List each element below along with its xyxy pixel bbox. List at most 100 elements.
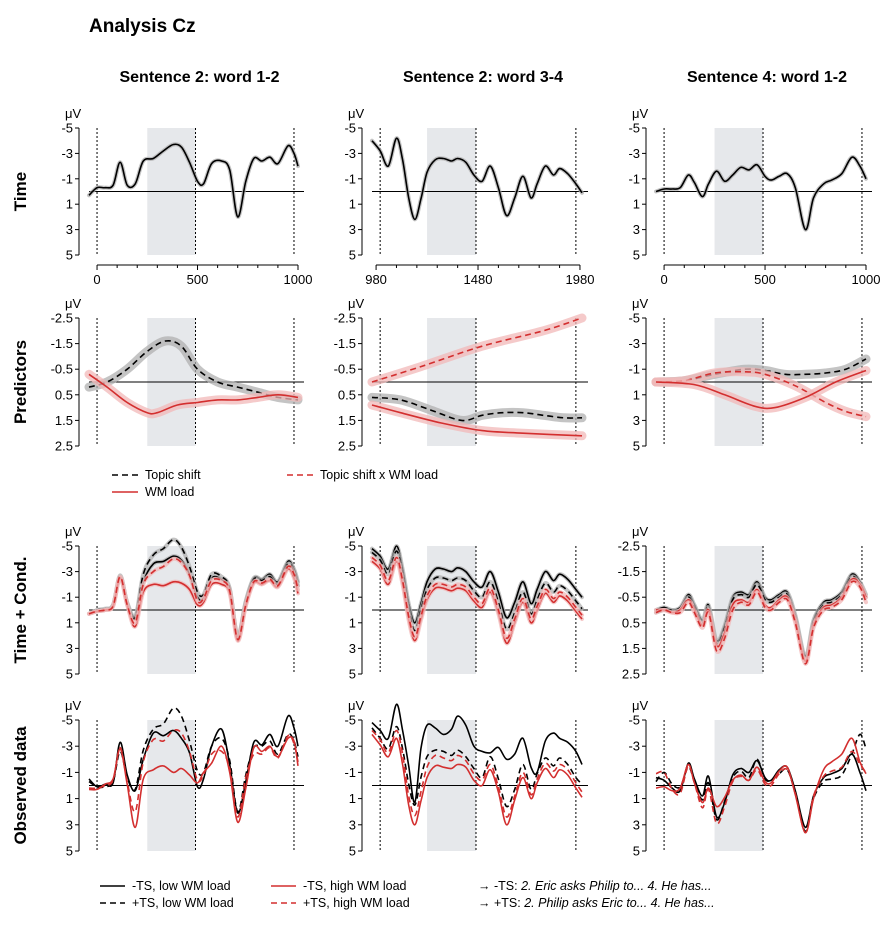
y-tick-label: -1: [61, 590, 73, 605]
y-tick-label: -1: [61, 171, 73, 186]
y-tick-label: 5: [349, 667, 356, 682]
y-tick-label: 1: [66, 197, 73, 212]
y-tick-label: -1.5: [618, 564, 640, 579]
y-tick-label: 1: [633, 197, 640, 212]
panel: -5 -3 -1 1 3 5 μV: [344, 524, 588, 682]
y-tick-label: -1.5: [334, 336, 356, 351]
x-tick-label: 980: [365, 272, 387, 287]
y-tick-label: -0.5: [618, 590, 640, 605]
series-line: [371, 404, 583, 437]
y-tick-label: 5: [349, 248, 356, 263]
y-tick-label: -5: [628, 121, 640, 136]
panel: -5 -3 -1 1 3 5 μV: [344, 698, 588, 859]
y-tick-label: 3: [349, 641, 356, 656]
series-line: [655, 737, 867, 834]
series-line: [371, 725, 583, 808]
panel: -5 -3 -1 1 3 5 μV 980 1480 1980: [344, 106, 594, 287]
legend-label: -TS, low WM load: [132, 879, 231, 893]
y-tick-label: -3: [61, 739, 73, 754]
y-tick-label: -1.5: [51, 336, 73, 351]
x-tick-label: 1000: [852, 272, 881, 287]
row-label: Observed data: [11, 726, 30, 845]
x-tick-label: 500: [187, 272, 209, 287]
y-tick-label: 1: [633, 791, 640, 806]
y-tick-label: -3: [61, 146, 73, 161]
y-tick-label: -2.5: [618, 539, 640, 554]
x-tick-label: 0: [93, 272, 100, 287]
series-line: [655, 369, 867, 410]
y-tick-label: -3: [628, 739, 640, 754]
y-tick-label: -3: [628, 336, 640, 351]
y-tick-label: 1: [633, 387, 640, 402]
y-tick-label: 5: [633, 844, 640, 859]
series-line: [655, 575, 867, 660]
y-tick-label: 1: [66, 615, 73, 630]
series-line: [88, 736, 299, 829]
y-tick-label: 1.5: [338, 413, 356, 428]
y-tick-label: -5: [61, 713, 73, 728]
y-tick-label: 3: [66, 817, 73, 832]
panel: -5 -3 -1 1 3 5 μV: [628, 296, 872, 454]
y-tick-label: 3: [633, 413, 640, 428]
series-line: [371, 396, 583, 422]
panel: -5 -3 -1 1 3 5 μV: [61, 524, 304, 682]
series-line: [88, 729, 299, 818]
y-tick-label: 3: [66, 641, 73, 656]
row-label: Time: [11, 172, 30, 211]
y-tick-label: 1: [66, 791, 73, 806]
y-tick-label: 3: [349, 817, 356, 832]
legend-label: WM load: [145, 485, 194, 499]
unit-label: μV: [65, 524, 81, 539]
y-tick-label: -3: [344, 739, 356, 754]
column-title: Sentence 4: word 1-2: [687, 69, 847, 86]
unit-label: μV: [348, 698, 364, 713]
row-labels: Time Predictors Time + Cond. Observed data: [11, 172, 30, 845]
y-tick-label: -5: [344, 713, 356, 728]
unit-label: μV: [632, 296, 648, 311]
y-tick-label: -5: [628, 713, 640, 728]
y-tick-label: 0.5: [338, 387, 356, 402]
y-tick-label: 3: [349, 222, 356, 237]
unit-label: μV: [632, 698, 648, 713]
y-tick-label: 3: [633, 222, 640, 237]
y-tick-label: -5: [61, 539, 73, 554]
predictor-legend: Topic shift Topic shift x WM load WM load: [112, 468, 438, 499]
x-tick-label: 0: [660, 272, 667, 287]
x-tick-label: 500: [754, 272, 776, 287]
y-tick-label: -1: [344, 765, 356, 780]
series-line: [655, 753, 867, 829]
y-tick-label: -1: [344, 590, 356, 605]
series-line: [371, 317, 583, 383]
series-line: [88, 557, 299, 641]
series-line: [655, 156, 867, 231]
y-tick-label: -2.5: [51, 311, 73, 326]
panel: -5 -3 -1 1 3 5 μV 0 500 1000: [61, 106, 312, 287]
series-line: [88, 143, 299, 218]
condition-note-arrow: →: [478, 896, 494, 910]
row-label: Time + Cond.: [11, 557, 30, 664]
series-line: [88, 373, 299, 415]
y-tick-label: 5: [349, 844, 356, 859]
unit-label: μV: [348, 524, 364, 539]
legend-label: -TS, high WM load: [303, 879, 407, 893]
legend-label: +TS, low WM load: [132, 896, 234, 910]
y-tick-label: 1.5: [55, 413, 73, 428]
panel: -5 -3 -1 1 3 5 μV: [61, 698, 304, 859]
condition-legend: -TS, low WM load +TS, low WM load -TS, hig…: [100, 879, 715, 910]
unit-label: μV: [632, 524, 648, 539]
condition-note: → +TS: 2. Philip asks Eric to... 4. He h…: [478, 896, 715, 910]
unit-label: μV: [65, 296, 81, 311]
y-tick-label: -1: [61, 765, 73, 780]
condition-note-text: 2. Philip asks Eric to... 4. He has...: [523, 896, 714, 910]
series-line: [371, 137, 583, 221]
unit-label: μV: [348, 296, 364, 311]
condition-note-text: 2. Eric asks Philip to... 4. He has...: [520, 879, 711, 893]
series-line: [655, 370, 867, 418]
panel: -5 -3 -1 1 3 5 μV: [628, 698, 872, 859]
x-tick-label: 1000: [284, 272, 313, 287]
condition-note-prefix: -TS:: [494, 879, 521, 893]
y-tick-label: 5: [66, 248, 73, 263]
y-tick-label: -1: [628, 362, 640, 377]
unit-label: μV: [65, 698, 81, 713]
